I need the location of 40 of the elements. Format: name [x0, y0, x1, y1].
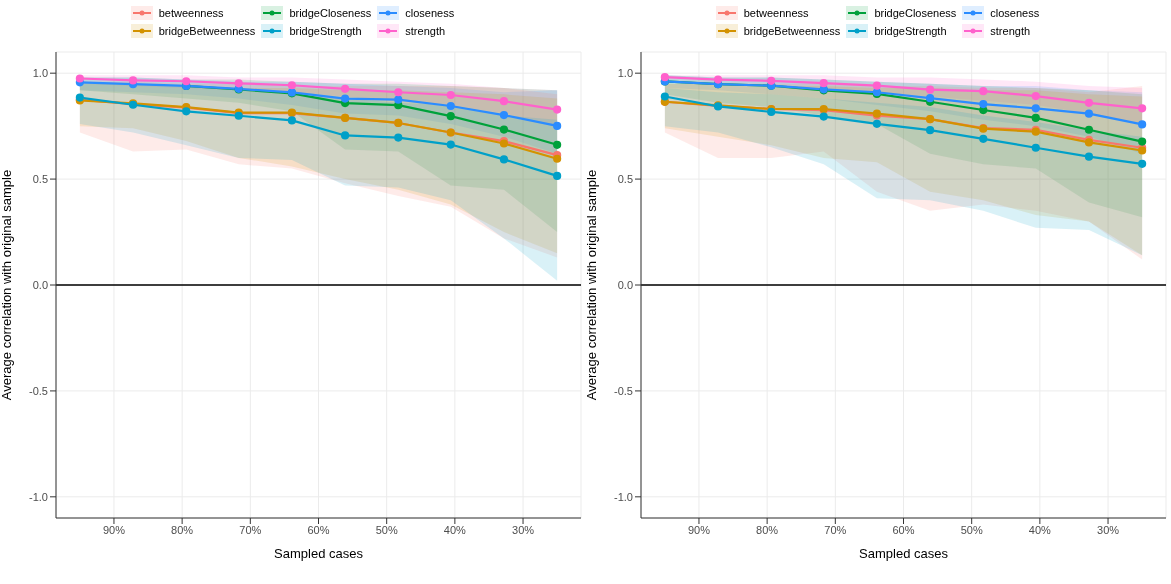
- y-tick-label: 1.0: [32, 67, 48, 80]
- legend-label: bridgeBetweenness: [743, 25, 841, 37]
- x-axis-title: Sampled cases: [274, 546, 364, 561]
- x-tick-label: 80%: [171, 523, 194, 536]
- y-tick-label: -0.5: [29, 384, 48, 397]
- y-axis-title: Average correlation with original sample: [583, 169, 599, 401]
- x-tick-label: 50%: [375, 523, 398, 536]
- x-tick-label: 80%: [756, 523, 779, 536]
- x-tick-label: 30%: [512, 523, 535, 536]
- x-axis-title: Sampled cases: [859, 546, 949, 561]
- x-tick-label: 60%: [892, 523, 915, 536]
- legend-label: bridgeStrength: [289, 25, 362, 37]
- legend-label: bridgeCloseness: [874, 7, 957, 19]
- x-tick-label: 90%: [102, 523, 126, 536]
- x-tick-label: 90%: [687, 523, 711, 536]
- x-tick-label: 50%: [960, 523, 983, 536]
- y-tick-label: 1.0: [617, 67, 633, 80]
- y-tick-label: -0.5: [614, 384, 633, 397]
- legend-label: closeness: [990, 7, 1040, 19]
- legend-label: betweenness: [158, 7, 224, 19]
- y-tick-label: 0.0: [617, 278, 633, 291]
- y-tick-label: -1.0: [614, 490, 633, 503]
- legend-label: bridgeStrength: [874, 25, 947, 37]
- y-tick-label: -1.0: [29, 490, 48, 503]
- x-tick-label: 40%: [1028, 523, 1052, 536]
- legend-label: betweenness: [743, 7, 809, 19]
- x-tick-label: 70%: [239, 523, 262, 536]
- legend-label: strength: [405, 25, 446, 37]
- x-tick-label: 30%: [1097, 523, 1120, 536]
- legend-label: strength: [990, 25, 1031, 37]
- y-axis-title: Average correlation with original sample: [0, 169, 14, 401]
- x-tick-label: 40%: [443, 523, 467, 536]
- y-tick-label: 0.5: [32, 173, 48, 185]
- legend-label: closeness: [405, 7, 455, 19]
- y-tick-label: 0.5: [617, 173, 633, 185]
- x-tick-label: 70%: [824, 523, 847, 536]
- y-tick-label: 0.0: [32, 278, 48, 291]
- legend-label: bridgeCloseness: [289, 7, 372, 19]
- x-tick-label: 60%: [307, 523, 330, 536]
- legend-label: bridgeBetweenness: [158, 25, 256, 37]
